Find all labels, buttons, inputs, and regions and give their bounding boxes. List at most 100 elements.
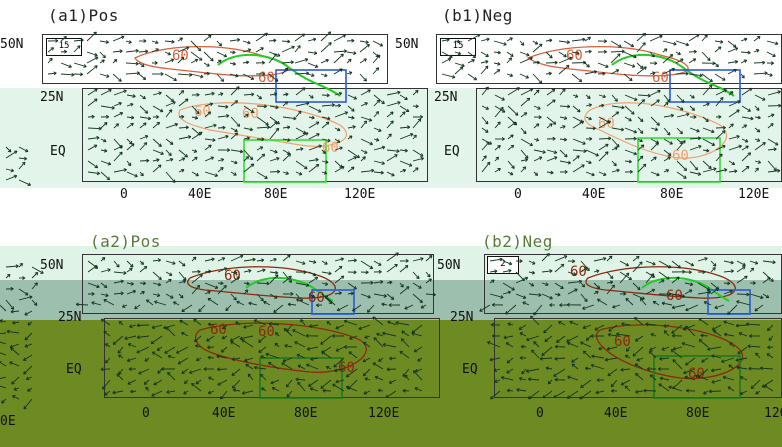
wind-vector-592 xyxy=(676,171,687,179)
wind-vector-2 xyxy=(73,39,84,42)
wind-vector-head-1175 xyxy=(15,264,19,269)
wind-vector-97 xyxy=(294,72,309,75)
wind-vector-head-464 xyxy=(500,106,504,111)
wind-vector-head-417 xyxy=(485,86,489,91)
wind-vector-head-215 xyxy=(169,141,174,145)
wind-vector-head-801 xyxy=(294,341,298,345)
wind-vector-head-529 xyxy=(744,139,749,143)
wind-vector-head-771 xyxy=(229,338,234,342)
wind-vector-head-255 xyxy=(356,154,360,159)
wind-vector-562 xyxy=(585,160,592,164)
wind-vector-1108 xyxy=(493,368,501,372)
wind-vector-988 xyxy=(645,289,655,295)
wind-vector-45 xyxy=(294,45,301,53)
wind-vector-head-230 xyxy=(369,141,373,146)
wind-vector-165 xyxy=(204,111,212,118)
wind-vector-head-631 xyxy=(129,267,133,272)
wind-vector-head-518 xyxy=(608,136,612,141)
wind-vector-head-566 xyxy=(628,159,632,164)
wind-vector-1160 xyxy=(595,390,605,394)
wind-vector-head-990 xyxy=(668,292,672,296)
wind-vector-head-688 xyxy=(170,295,174,299)
wind-vector-941 xyxy=(606,271,614,279)
wind-vector-head-658 xyxy=(130,281,134,286)
wind-vector-head-287 xyxy=(96,171,100,176)
wind-vector-head-308 xyxy=(371,168,375,173)
wind-vector-541 xyxy=(611,147,618,151)
wind-vector-1207 xyxy=(0,385,7,389)
wind-vector-138 xyxy=(191,105,200,115)
wind-vector-615 xyxy=(282,254,291,262)
wind-vector-24 xyxy=(359,40,369,44)
wind-vector-head-3 xyxy=(80,38,84,43)
wind-vector-1092 xyxy=(571,357,579,363)
wind-vector-head-777 xyxy=(305,333,309,338)
wind-vector-head-277 xyxy=(304,165,308,170)
wind-vector-297 xyxy=(230,171,237,176)
wind-vector-970 xyxy=(697,282,710,291)
wind-vector-364 xyxy=(441,58,452,64)
wind-vector-head-385 xyxy=(712,61,716,66)
wind-vector-head-685 xyxy=(132,289,137,294)
wind-vector-head-322 xyxy=(566,40,570,45)
wind-vector-head-46 xyxy=(297,45,301,49)
lon-label-80e-a2: 80E xyxy=(294,406,318,421)
wind-vector-head-734 xyxy=(404,306,408,310)
wind-vector-head-655 xyxy=(96,284,100,289)
wind-vector-872 xyxy=(260,373,267,381)
wind-vector-head-813 xyxy=(126,358,131,362)
wind-vector-1095 xyxy=(605,357,618,361)
wind-vector-1082 xyxy=(729,342,735,348)
wind-vector-1094 xyxy=(591,355,605,359)
wind-vector-head-1218 xyxy=(10,168,15,173)
wind-vector-head-376 xyxy=(586,64,590,68)
wind-vector-1213 xyxy=(5,146,12,153)
wind-vector-head-795 xyxy=(220,349,225,353)
wind-vector-head-699 xyxy=(311,294,315,299)
wind-vector-830 xyxy=(362,357,371,362)
wind-vector-head-927 xyxy=(704,257,708,261)
wind-vector-head-358 xyxy=(693,49,697,54)
wind-vector-head-164 xyxy=(181,114,185,119)
wind-vector-head-333 xyxy=(704,34,708,38)
wind-vector-head-234 xyxy=(413,134,417,139)
wind-vector-head-793 xyxy=(195,344,199,348)
wind-vector-924 xyxy=(671,260,681,269)
wind-vector-1132 xyxy=(519,377,527,381)
wind-vector-head-648 xyxy=(353,270,357,275)
wind-vector-597 xyxy=(741,165,750,173)
lat-label-50n-a2: 50N xyxy=(40,258,64,273)
wind-vector-1002 xyxy=(533,304,543,316)
wind-vector-845 xyxy=(231,368,241,376)
wind-vector-head-75 xyxy=(340,53,344,58)
wind-vector-head-112 xyxy=(180,90,185,94)
wind-vector-1148 xyxy=(722,376,735,381)
wind-vector-head-482 xyxy=(736,109,740,113)
wind-vector-118 xyxy=(269,93,277,96)
wind-vector-head-398 xyxy=(538,80,543,84)
wind-vector-1057 xyxy=(685,325,696,337)
wind-vector-253 xyxy=(334,147,343,151)
wind-vector-head-1213 xyxy=(23,405,27,410)
wind-vector-head-246 xyxy=(239,149,244,154)
wind-vector-976 xyxy=(489,293,504,299)
wind-vector-474 xyxy=(637,116,644,122)
wind-vector-326 xyxy=(623,40,634,48)
wind-vector-819 xyxy=(216,355,228,359)
wind-vector-head-323 xyxy=(582,37,586,42)
wind-vector-head-616 xyxy=(287,254,291,258)
wind-vector-1131 xyxy=(501,376,514,381)
wind-vector-218 xyxy=(217,135,229,140)
wind-vector-5 xyxy=(112,35,125,42)
wind-vector-head-27 xyxy=(50,47,55,51)
wind-vector-head-1004 xyxy=(549,303,553,307)
lon-label-0-a1: 0 xyxy=(120,187,128,202)
wind-vector-head-677 xyxy=(380,280,384,284)
wind-vector-head-1041 xyxy=(746,322,750,327)
wind-vector-1211 xyxy=(12,395,20,400)
wind-vector-head-446 xyxy=(567,104,571,109)
wind-vector-head-324 xyxy=(587,36,591,41)
wind-vector-487 xyxy=(507,121,517,129)
wind-vector-head-1043 xyxy=(492,334,496,338)
